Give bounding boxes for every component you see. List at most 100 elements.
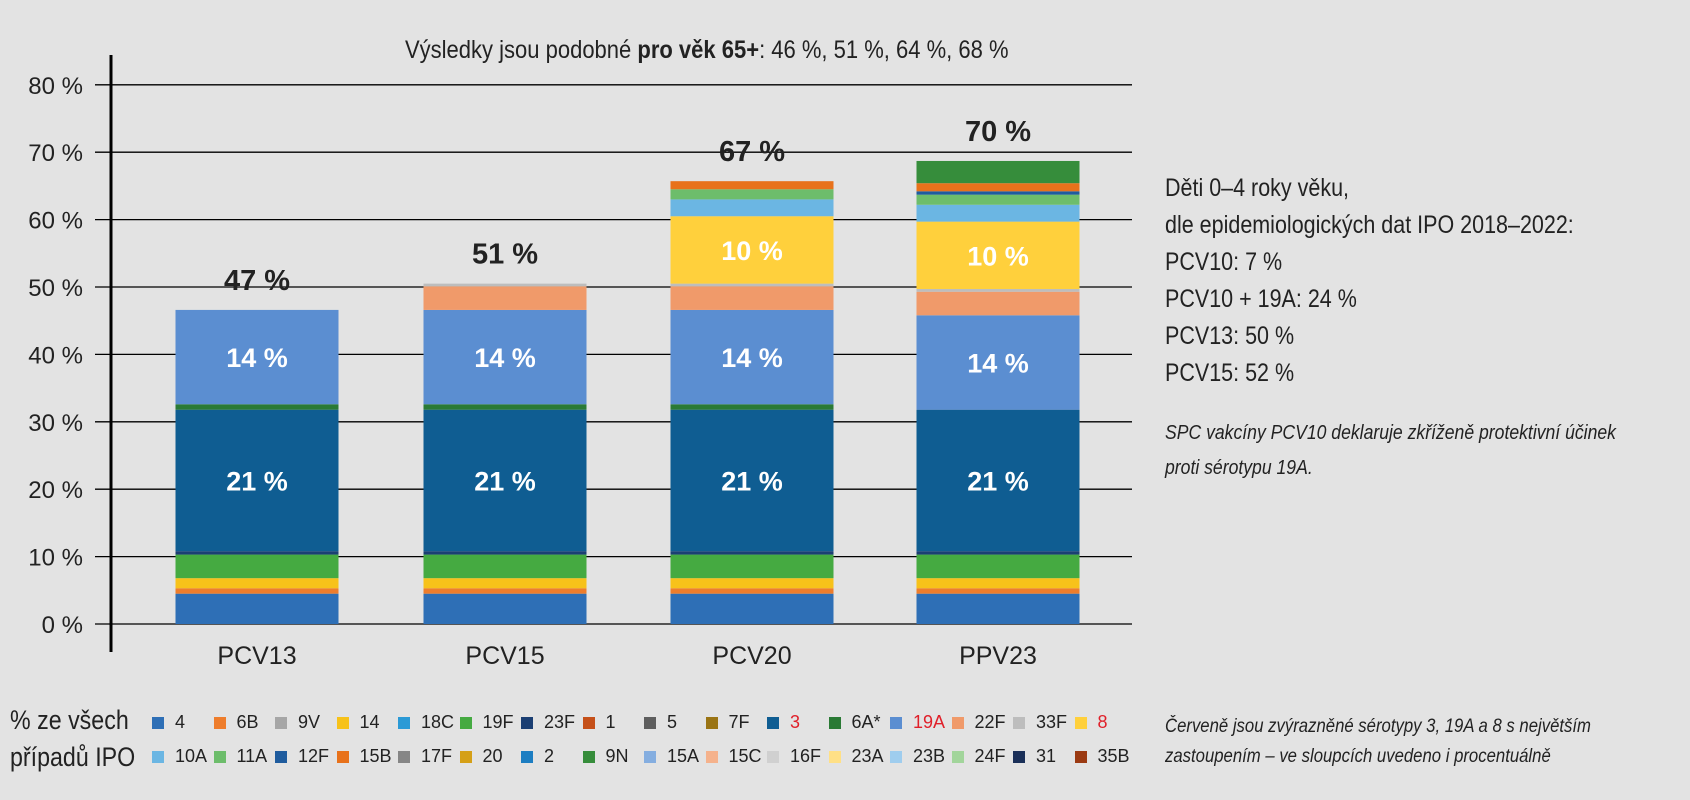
stacked-bar-chart: 0 % 10 % 20 % 30 % 40 % 50 % 60 % 70 % 80 % 21 % 1… [28, 55, 1132, 670]
legend-swatch [336, 750, 349, 763]
legend-label: 5 [667, 712, 678, 732]
bar-segment-6A* [175, 404, 339, 410]
y-tick-label: 60 % [28, 208, 83, 235]
side-info-line: PCV13: 50 % [1165, 322, 1295, 350]
legend-item: 19F [459, 712, 514, 733]
bar-total-label: 70 % [965, 116, 1031, 148]
legend-label: 1 [605, 712, 616, 732]
bar-segment-12F [916, 191, 1080, 195]
bar-segment-33F [916, 289, 1080, 292]
bar-segment-6B [670, 588, 834, 594]
side-info-line: PCV15: 52 % [1165, 359, 1295, 387]
legend-swatch [152, 750, 164, 763]
bar-segment-14 [670, 578, 834, 589]
legend-label: 35B [1097, 746, 1130, 766]
foot-note: Červeně jsou zvýrazněné sérotypy 3, 19A … [1165, 712, 1591, 772]
legend-swatch [1013, 750, 1025, 763]
legend-item: 12F [275, 746, 329, 767]
bar-segment-19F [916, 554, 1080, 579]
bar-segment-label: 10 % [967, 241, 1029, 271]
legend-item: 6A* [828, 712, 881, 733]
bar-segment-14 [916, 578, 1080, 589]
y-tick-label: 20 % [28, 477, 83, 504]
bar-segment-19A [175, 309, 339, 405]
bar-segment-label: 14 % [967, 348, 1029, 378]
bar-total-label: 51 % [472, 239, 538, 271]
legend-item: 15A [644, 746, 699, 767]
bar-segment-11A [916, 194, 1080, 205]
bar-segment-19A [423, 309, 587, 405]
legend-item: 8 [1074, 712, 1108, 733]
legend-swatch [890, 750, 902, 763]
bar-segment-8 [670, 216, 834, 284]
legend-label: 31 [1036, 746, 1057, 766]
age-note: Výsledky jsou podobné pro věk 65+: 46 %,… [405, 36, 1009, 64]
legend-label: 12F [298, 746, 330, 766]
legend-label: 22F [974, 712, 1006, 732]
legend-swatch [644, 750, 656, 763]
legend-item: 16F [767, 746, 821, 767]
bar-segment-10A [670, 199, 834, 217]
legend-label: 33F [1036, 712, 1068, 732]
bar-segment-label: 21 % [226, 466, 288, 496]
legend-item: 11A [213, 746, 268, 767]
bar-segment-22F [423, 286, 587, 310]
bar-segment-14 [423, 578, 587, 589]
legend-swatch [398, 750, 410, 763]
bar-segment-19F [670, 554, 834, 579]
legend-swatch [275, 716, 287, 729]
legend-label: 24F [974, 746, 1006, 766]
legend-label: 3 [790, 712, 801, 732]
legend-label: 11A [236, 746, 268, 766]
bar-segment-19F [175, 554, 339, 579]
bar-segment-23F [916, 551, 1080, 555]
legend-label: 19F [482, 712, 514, 732]
y-tick-label: 30 % [28, 410, 83, 437]
x-tick-label: PCV15 [465, 642, 544, 670]
legend-item: 9N [582, 746, 629, 767]
legend-item: 31 [1013, 746, 1056, 767]
legend-label: 23F [544, 712, 576, 732]
legend-item: 4 [152, 712, 185, 733]
bar-segment-15B [916, 183, 1080, 192]
legend-swatch [521, 716, 533, 729]
legend-label: 9N [605, 746, 629, 766]
legend-item: 9V [275, 712, 320, 733]
bar-segment-15B [670, 181, 834, 190]
x-tick-label: PCV13 [217, 642, 296, 670]
bar-segment-6A* [423, 404, 587, 410]
legend-item: 18C [398, 712, 454, 733]
bar-segment-11A [670, 189, 834, 200]
legend-swatch [890, 716, 902, 729]
legend-title-line: % ze všech [10, 705, 129, 735]
legend-label: 19A [913, 712, 946, 732]
y-tick-label: 0 % [42, 612, 83, 639]
bar-segment-3 [175, 409, 339, 552]
legend-swatch [152, 716, 164, 729]
legend-label: 7F [728, 712, 750, 732]
bar-segment-6A* [670, 404, 834, 410]
y-tick-label: 40 % [28, 342, 83, 369]
legend-swatch [951, 716, 964, 729]
legend-swatch [213, 716, 226, 729]
legend-title-line: případů IPO [10, 742, 136, 772]
y-tick-label: 50 % [28, 275, 83, 302]
legend-item: 14 [336, 712, 380, 733]
bar-segment-6B [916, 588, 1080, 594]
legend-swatch [1074, 750, 1087, 763]
bar-segment-33F [670, 283, 834, 287]
bar-segment-22F [916, 291, 1080, 316]
spc-note-line: SPC vakcíny PCV10 deklaruje zkříženě pro… [1165, 422, 1616, 444]
legend-label: 6A* [851, 712, 881, 732]
bar-segment-6B [423, 588, 587, 594]
x-tick-label: PPV23 [959, 642, 1037, 670]
side-info-line: PCV10 + 19A: 24 % [1165, 285, 1357, 313]
legend-swatch [459, 750, 472, 763]
legend-item: 23B [890, 746, 945, 767]
bar-segment-label: 10 % [721, 236, 783, 266]
legend-swatch [1074, 716, 1087, 729]
legend-swatch [828, 750, 841, 763]
legend-label: 23B [913, 746, 946, 766]
bar-segment-14 [175, 578, 339, 589]
bar-segment-8 [916, 221, 1080, 290]
